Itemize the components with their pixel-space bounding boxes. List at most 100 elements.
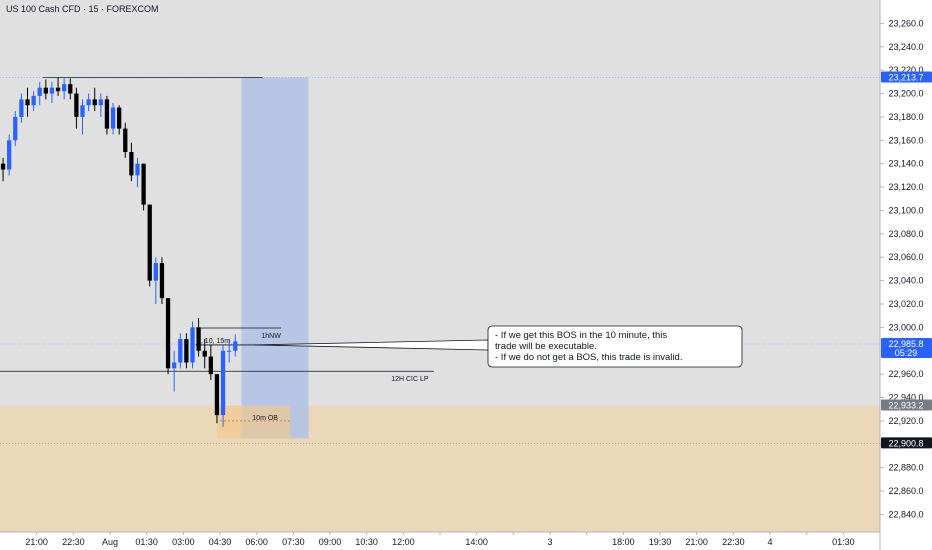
candle-body	[13, 116, 18, 141]
candle	[117, 105, 122, 135]
candle-body	[55, 87, 61, 92]
candle	[37, 81, 42, 106]
candle	[31, 91, 36, 112]
target-box	[241, 77, 309, 439]
candle-body	[159, 263, 165, 299]
price-tag: 22,900.8	[881, 437, 932, 449]
candle	[227, 339, 232, 363]
price-tag-box	[881, 337, 932, 358]
candle-body	[220, 350, 226, 416]
price-tag-value: 22,985.8	[888, 339, 923, 349]
ob-mid-line-label: 10m OB	[252, 415, 278, 422]
y-tick-label: 23,120.0	[888, 182, 923, 192]
candle-body	[196, 327, 201, 351]
annotation-line: - If we get this BOS in the 10 minute, t…	[495, 330, 667, 341]
annotation-line: trade will be executable.	[495, 341, 597, 352]
candle-body	[141, 163, 146, 205]
candle-body	[80, 105, 85, 117]
candle	[62, 77, 67, 100]
chart-title: US 100 Cash CFD · 15 · FOREXCOM	[6, 4, 159, 14]
candle	[25, 87, 30, 117]
candle-body	[184, 339, 189, 363]
candle-body	[7, 140, 12, 170]
annotation-line: - If we do not get a BOS, this trade is …	[495, 352, 682, 363]
candle-body	[31, 95, 36, 106]
y-tick-label: 22,880.0	[888, 463, 923, 473]
candle-body	[92, 99, 97, 106]
candle-body	[227, 350, 232, 352]
candle	[74, 87, 79, 129]
candle-body	[190, 327, 195, 363]
candle	[13, 111, 18, 147]
price-tag-box	[881, 399, 932, 411]
candle	[86, 93, 91, 112]
price-tag-box	[881, 437, 932, 449]
price-tag-countdown: 05:29	[895, 348, 918, 358]
candle-body	[178, 339, 183, 363]
x-tick-label: 4	[767, 537, 772, 547]
x-tick-label: 12:00	[392, 537, 415, 547]
candle-body	[153, 263, 158, 281]
y-tick-label: 23,200.0	[888, 89, 923, 99]
candle-body	[202, 350, 207, 357]
x-tick-label: 21:00	[685, 537, 708, 547]
x-tick-label: 03:00	[172, 537, 195, 547]
candle-body	[37, 87, 42, 96]
candle	[129, 142, 134, 182]
x-tick-label: 09:00	[319, 537, 342, 547]
price-tag: 22,985.805:29	[881, 337, 932, 358]
y-tick-label: 23,080.0	[888, 229, 923, 239]
12h-cic-lp-line-label: 12H CIC LP	[391, 376, 429, 383]
price-tag: 23,213.7	[881, 71, 932, 83]
candle	[208, 344, 213, 380]
candle	[19, 93, 24, 123]
y-tick-label: 23,020.0	[888, 299, 923, 309]
time-axis-background	[0, 532, 880, 550]
candle	[80, 99, 85, 135]
price-tag-box	[881, 71, 932, 83]
candle-body	[98, 99, 103, 106]
x-tick-label: 04:30	[209, 537, 232, 547]
candle-body	[25, 99, 30, 106]
candle	[220, 344, 226, 427]
y-tick-label: 23,040.0	[888, 276, 923, 286]
x-tick-label: 10:30	[355, 537, 378, 547]
bos-line-label: 5, 10, 15m	[197, 338, 230, 345]
candle	[123, 122, 128, 158]
y-tick-label: 23,100.0	[888, 205, 923, 215]
candle-body	[172, 362, 177, 369]
candle	[68, 78, 73, 100]
candle	[43, 79, 48, 100]
x-tick-label: Aug	[102, 537, 118, 547]
y-tick-label: 23,060.0	[888, 252, 923, 262]
x-tick-label: 21:00	[25, 537, 48, 547]
x-tick-label: 22:30	[62, 537, 85, 547]
candle	[135, 157, 140, 188]
candle-body	[165, 298, 171, 369]
candle	[104, 95, 110, 135]
y-tick-label: 23,240.0	[888, 42, 923, 52]
axis-background	[880, 0, 932, 550]
candle	[110, 102, 116, 135]
x-tick-label: 3	[547, 537, 552, 547]
candle	[147, 204, 152, 287]
candle	[172, 350, 177, 392]
candle-body	[123, 128, 128, 152]
candle	[159, 257, 165, 304]
x-tick-label: 14:00	[465, 537, 488, 547]
x-tick-label: 07:30	[282, 537, 305, 547]
x-tick-label: 19:30	[649, 537, 672, 547]
candle	[92, 87, 97, 112]
annotation-box	[487, 325, 743, 368]
y-tick-label: 23,180.0	[888, 112, 923, 122]
price-tag-value: 22,933.2	[888, 400, 923, 410]
candle-body	[214, 374, 220, 416]
candle-body	[19, 99, 24, 117]
candle-body	[49, 87, 55, 94]
candle-body	[117, 107, 122, 129]
candle-body	[110, 107, 116, 129]
x-tick-label: 01:30	[832, 537, 855, 547]
y-tick-label: 23,220.0	[888, 65, 923, 75]
